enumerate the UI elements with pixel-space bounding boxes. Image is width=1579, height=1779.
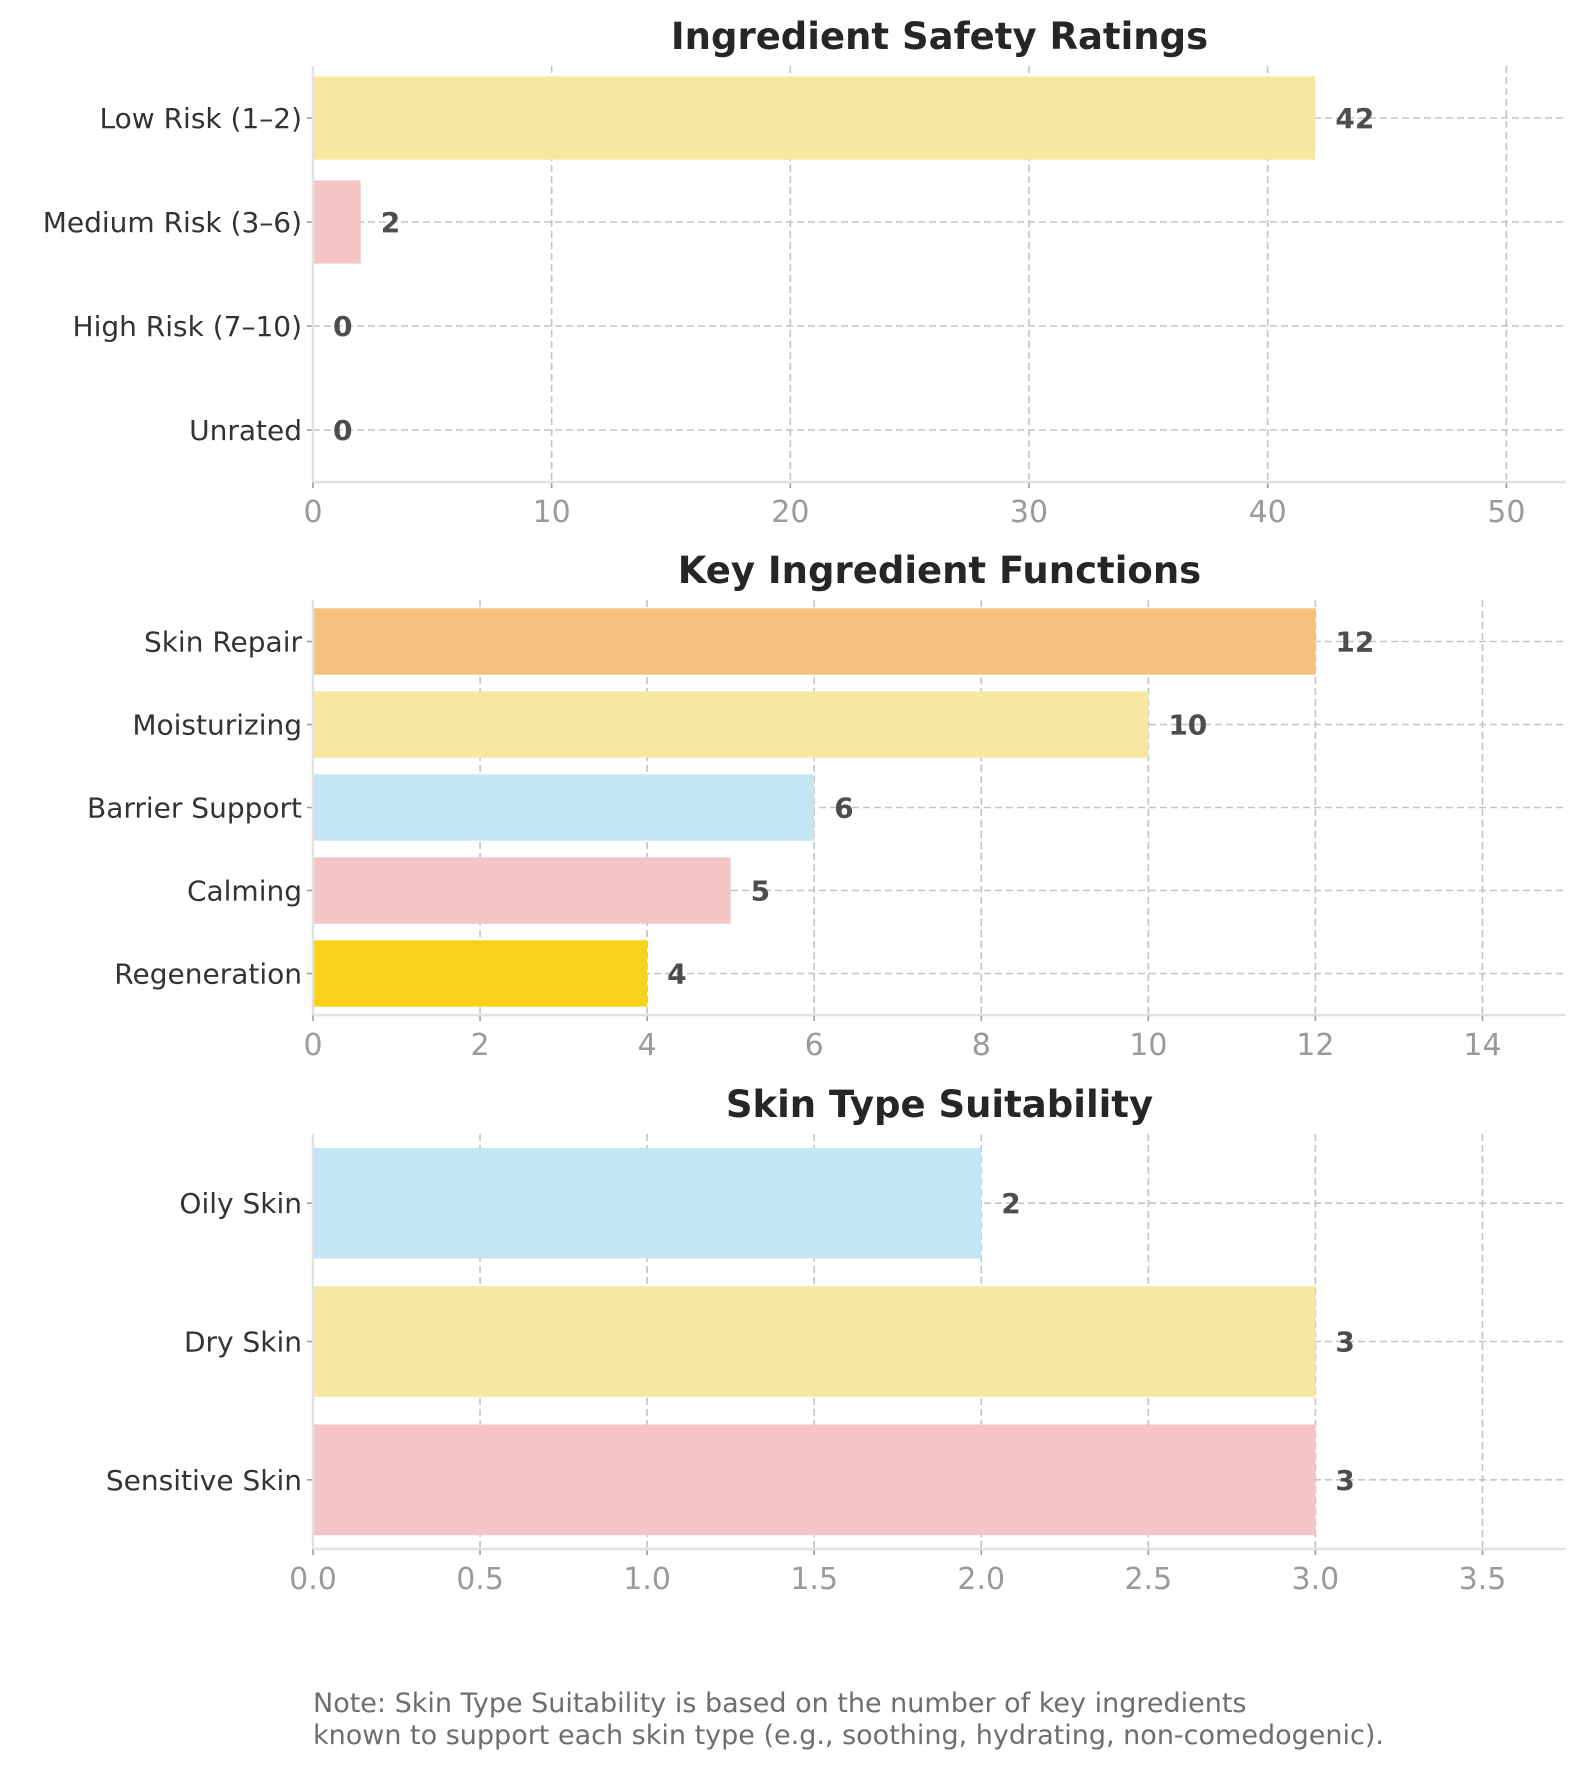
value-label: 4 [667, 958, 686, 991]
category-label: Calming [187, 875, 302, 908]
value-label: 2 [381, 206, 400, 239]
value-label: 5 [751, 875, 770, 908]
value-label: 3 [1335, 1326, 1354, 1359]
bar-barrier-support [313, 774, 815, 841]
value-label: 42 [1335, 102, 1374, 135]
category-label: Oily Skin [179, 1187, 302, 1220]
category-label: High Risk (7–10) [73, 310, 302, 343]
x-tick-label: 0.0 [289, 1562, 337, 1597]
x-tick-label: 20 [771, 495, 809, 530]
category-label: Sensitive Skin [106, 1464, 302, 1497]
value-label: 12 [1335, 626, 1374, 659]
x-tick-label: 0 [303, 1028, 322, 1063]
category-label: Skin Repair [144, 626, 303, 659]
value-label: 2 [1001, 1187, 1020, 1220]
value-label: 0 [333, 310, 352, 343]
category-label: Moisturizing [132, 709, 302, 742]
category-label: Unrated [189, 414, 302, 447]
category-label: Barrier Support [87, 792, 302, 825]
x-tick-label: 10 [1129, 1028, 1167, 1063]
chart-panel-skin-type-suitability: Skin Type Suitability 0.0 0.5 1.0 1.5 2.0 2.5 3… [106, 1083, 1566, 1597]
x-tick-label: 3.0 [1292, 1562, 1340, 1597]
chart-title: Key Ingredient Functions [678, 549, 1201, 592]
bar-moisturizing [313, 691, 1149, 758]
chart-panel-key-functions: Key Ingredient Functions 0 2 4 6 8 10 12 14 Skin … [87, 549, 1566, 1063]
x-tick-label: 1.5 [790, 1562, 838, 1597]
x-tick-label: 0.5 [456, 1562, 504, 1597]
x-tick-label: 14 [1463, 1028, 1501, 1063]
bar-oily-skin [313, 1147, 982, 1259]
footnote-line-2: known to support each skin type (e.g., s… [313, 1720, 1384, 1751]
x-tick-label: 40 [1249, 495, 1287, 530]
bar-sensitive-skin [313, 1424, 1316, 1536]
value-label: 3 [1335, 1464, 1354, 1497]
footnote-line-1: Note: Skin Type Suitability is based on … [313, 1688, 1246, 1719]
x-tick-label: 1.0 [623, 1562, 671, 1597]
category-label: Medium Risk (3–6) [43, 206, 302, 239]
bar-regeneration [313, 940, 648, 1007]
bar-low-risk-1-2 [313, 76, 1316, 160]
x-tick-label: 8 [972, 1028, 991, 1063]
chart-title: Ingredient Safety Ratings [671, 15, 1208, 58]
x-tick-label: 30 [1010, 495, 1048, 530]
x-tick-label: 2.5 [1124, 1562, 1172, 1597]
x-tick-label: 3.5 [1459, 1562, 1507, 1597]
bar-skin-repair [313, 608, 1316, 675]
footnote: Note: Skin Type Suitability is based on … [313, 1688, 1384, 1751]
x-tick-label: 6 [805, 1028, 824, 1063]
bar-calming [313, 857, 731, 924]
bar-medium-risk-3-6 [313, 180, 361, 264]
x-tick-label: 10 [533, 495, 571, 530]
bar-dry-skin [313, 1286, 1316, 1397]
category-label: Low Risk (1–2) [100, 102, 302, 135]
x-tick-label: 12 [1296, 1028, 1334, 1063]
x-tick-label: 4 [638, 1028, 657, 1063]
value-label: 10 [1168, 709, 1207, 742]
x-tick-label: 2.0 [957, 1562, 1005, 1597]
category-label: Regeneration [114, 958, 302, 991]
x-tick-label: 0 [303, 495, 322, 530]
chart-title: Skin Type Suitability [726, 1083, 1153, 1126]
value-label: 0 [333, 414, 352, 447]
x-tick-label: 2 [471, 1028, 490, 1063]
x-tick-label: 50 [1487, 495, 1525, 530]
value-label: 6 [834, 792, 853, 825]
category-label: Dry Skin [184, 1326, 302, 1359]
